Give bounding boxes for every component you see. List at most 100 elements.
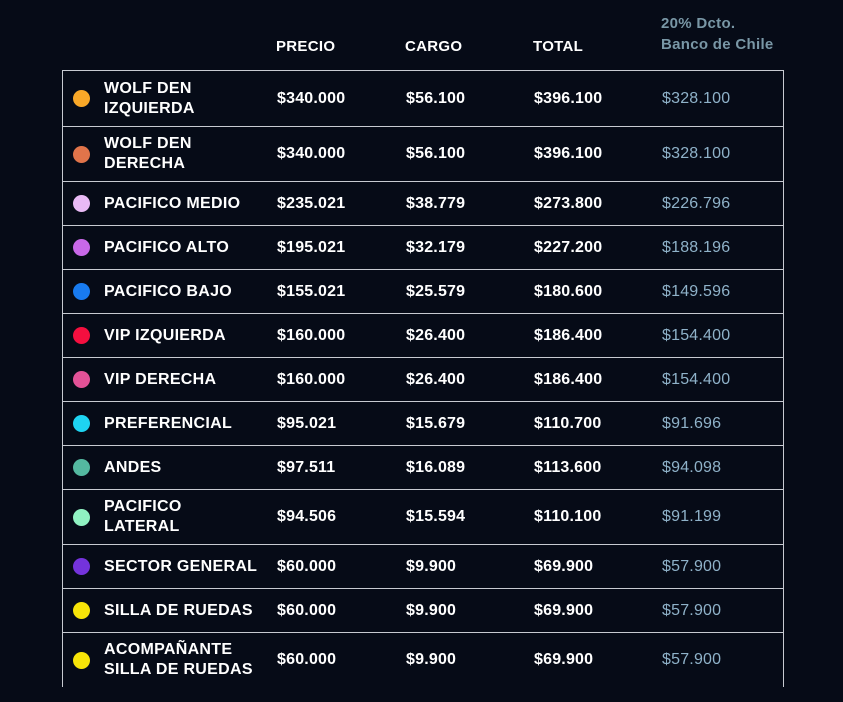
dcto-value: $328.100 [662,89,731,107]
dcto-value: $94.098 [662,458,722,476]
category-name: VIP DERECHA [104,370,277,390]
total-value: $110.100 [534,508,602,525]
category-color-dot [73,415,90,432]
dot-cell [63,602,104,619]
table-row: PACIFICO MEDIO $235.021 $38.779 $273.800… [63,181,783,225]
cargo-value: $26.400 [406,326,466,344]
dot-cell [63,415,104,432]
precio-value: $94.506 [277,508,337,525]
precio-value: $97.511 [277,458,336,476]
category-name-line1: SILLA DE RUEDAS [104,601,253,619]
dot-cell [63,239,104,256]
total-value: $186.400 [534,326,603,344]
category-color-dot [73,239,90,256]
total-value: $227.200 [534,238,603,256]
total-value: $273.800 [534,194,603,212]
category-name-line1: PACIFICO [104,498,182,515]
dot-cell [63,558,104,575]
dcto-value: $328.100 [662,145,731,162]
dcto-value: $154.400 [662,326,731,344]
table-row: PREFERENCIAL $95.021 $15.679 $110.700 $9… [63,401,783,445]
precio-value: $60.000 [277,601,337,619]
category-color-dot [73,90,90,107]
table-row: VIP IZQUIERDA $160.000 $26.400 $186.400 … [63,313,783,357]
cargo-value: $9.900 [406,601,457,619]
price-table: WOLF DEN IZQUIERDA $340.000 $56.100 $396… [62,70,784,687]
cargo-value: $9.900 [406,557,457,575]
dcto-value: $91.696 [662,414,722,432]
category-color-dot [73,651,90,669]
cargo-value: $56.100 [406,89,466,107]
dot-cell [63,195,104,212]
precio-value: $95.021 [277,414,337,432]
dot-cell [63,459,104,476]
dcto-value: $149.596 [662,282,731,300]
category-name-line2: IZQUIERDA [104,99,195,117]
dot-cell [63,283,104,300]
total-value: $180.600 [534,282,603,300]
category-name-line1: VIP IZQUIERDA [104,326,226,344]
precio-value: $195.021 [277,238,346,256]
header-cargo: CARGO [405,38,463,55]
category-name: SECTOR GENERAL [104,557,277,577]
category-color-dot [73,602,90,619]
category-name-line1: WOLF DEN [104,135,192,152]
table-row: PACIFICO LATERAL $94.506 $15.594 $110.10… [63,489,783,544]
category-name: SILLA DE RUEDAS [104,601,277,621]
total-value: $113.600 [534,458,602,476]
table-row: PACIFICO BAJO $155.021 $25.579 $180.600 … [63,269,783,313]
dot-cell [63,651,104,669]
dcto-value: $188.196 [662,238,731,256]
category-name-line2: SILLA DE RUEDAS [104,661,253,678]
category-name-line1: PACIFICO MEDIO [104,194,241,212]
dot-cell [63,371,104,388]
table-row: VIP DERECHA $160.000 $26.400 $186.400 $1… [63,357,783,401]
total-value: $69.900 [534,557,594,575]
total-value: $110.700 [534,414,602,432]
category-name: ACOMPAÑANTE SILLA DE RUEDAS [104,640,277,680]
category-color-dot [73,327,90,344]
category-name: PACIFICO MEDIO [104,194,277,214]
precio-value: $155.021 [277,282,346,300]
table-row: ACOMPAÑANTE SILLA DE RUEDAS $60.000 $9.9… [63,632,783,687]
table-row: SECTOR GENERAL $60.000 $9.900 $69.900 $5… [63,544,783,588]
dcto-value: $57.900 [662,601,722,619]
precio-value: $340.000 [277,145,346,162]
total-value: $69.900 [534,651,594,668]
table-row: PACIFICO ALTO $195.021 $32.179 $227.200 … [63,225,783,269]
precio-value: $60.000 [277,557,337,575]
table-row: WOLF DEN IZQUIERDA $340.000 $56.100 $396… [63,71,783,126]
cargo-value: $56.100 [406,145,466,162]
category-name-line1: ACOMPAÑANTE [104,641,233,658]
total-value: $396.100 [534,89,603,107]
category-color-dot [73,195,90,212]
dot-cell [63,508,104,526]
total-value: $69.900 [534,601,594,619]
total-value: $186.400 [534,370,603,388]
header-dcto-line2: Banco de Chile [661,36,774,53]
precio-value: $160.000 [277,370,346,388]
cargo-value: $15.594 [406,508,466,525]
precio-value: $340.000 [277,89,346,107]
header-precio: PRECIO [276,38,336,55]
cargo-value: $26.400 [406,370,466,388]
header-dcto-line1: 20% Dcto. [661,15,736,32]
category-name-line1: WOLF DEN [104,79,192,97]
category-name: PACIFICO BAJO [104,282,277,302]
dcto-value: $91.199 [662,508,722,525]
category-color-dot [73,508,90,526]
table-row: SILLA DE RUEDAS $60.000 $9.900 $69.900 $… [63,588,783,632]
category-name-line1: PACIFICO ALTO [104,238,230,256]
cargo-value: $16.089 [406,458,466,476]
category-name: WOLF DEN DERECHA [104,134,277,174]
category-name-line1: PREFERENCIAL [104,414,233,432]
total-value: $396.100 [534,145,603,162]
dcto-value: $154.400 [662,370,731,388]
category-color-dot [73,558,90,575]
category-name: PREFERENCIAL [104,414,277,434]
dcto-value: $57.900 [662,651,722,668]
cargo-value: $25.579 [406,282,466,300]
category-name: VIP IZQUIERDA [104,326,277,346]
category-color-dot [73,145,90,163]
dot-cell [63,90,104,107]
